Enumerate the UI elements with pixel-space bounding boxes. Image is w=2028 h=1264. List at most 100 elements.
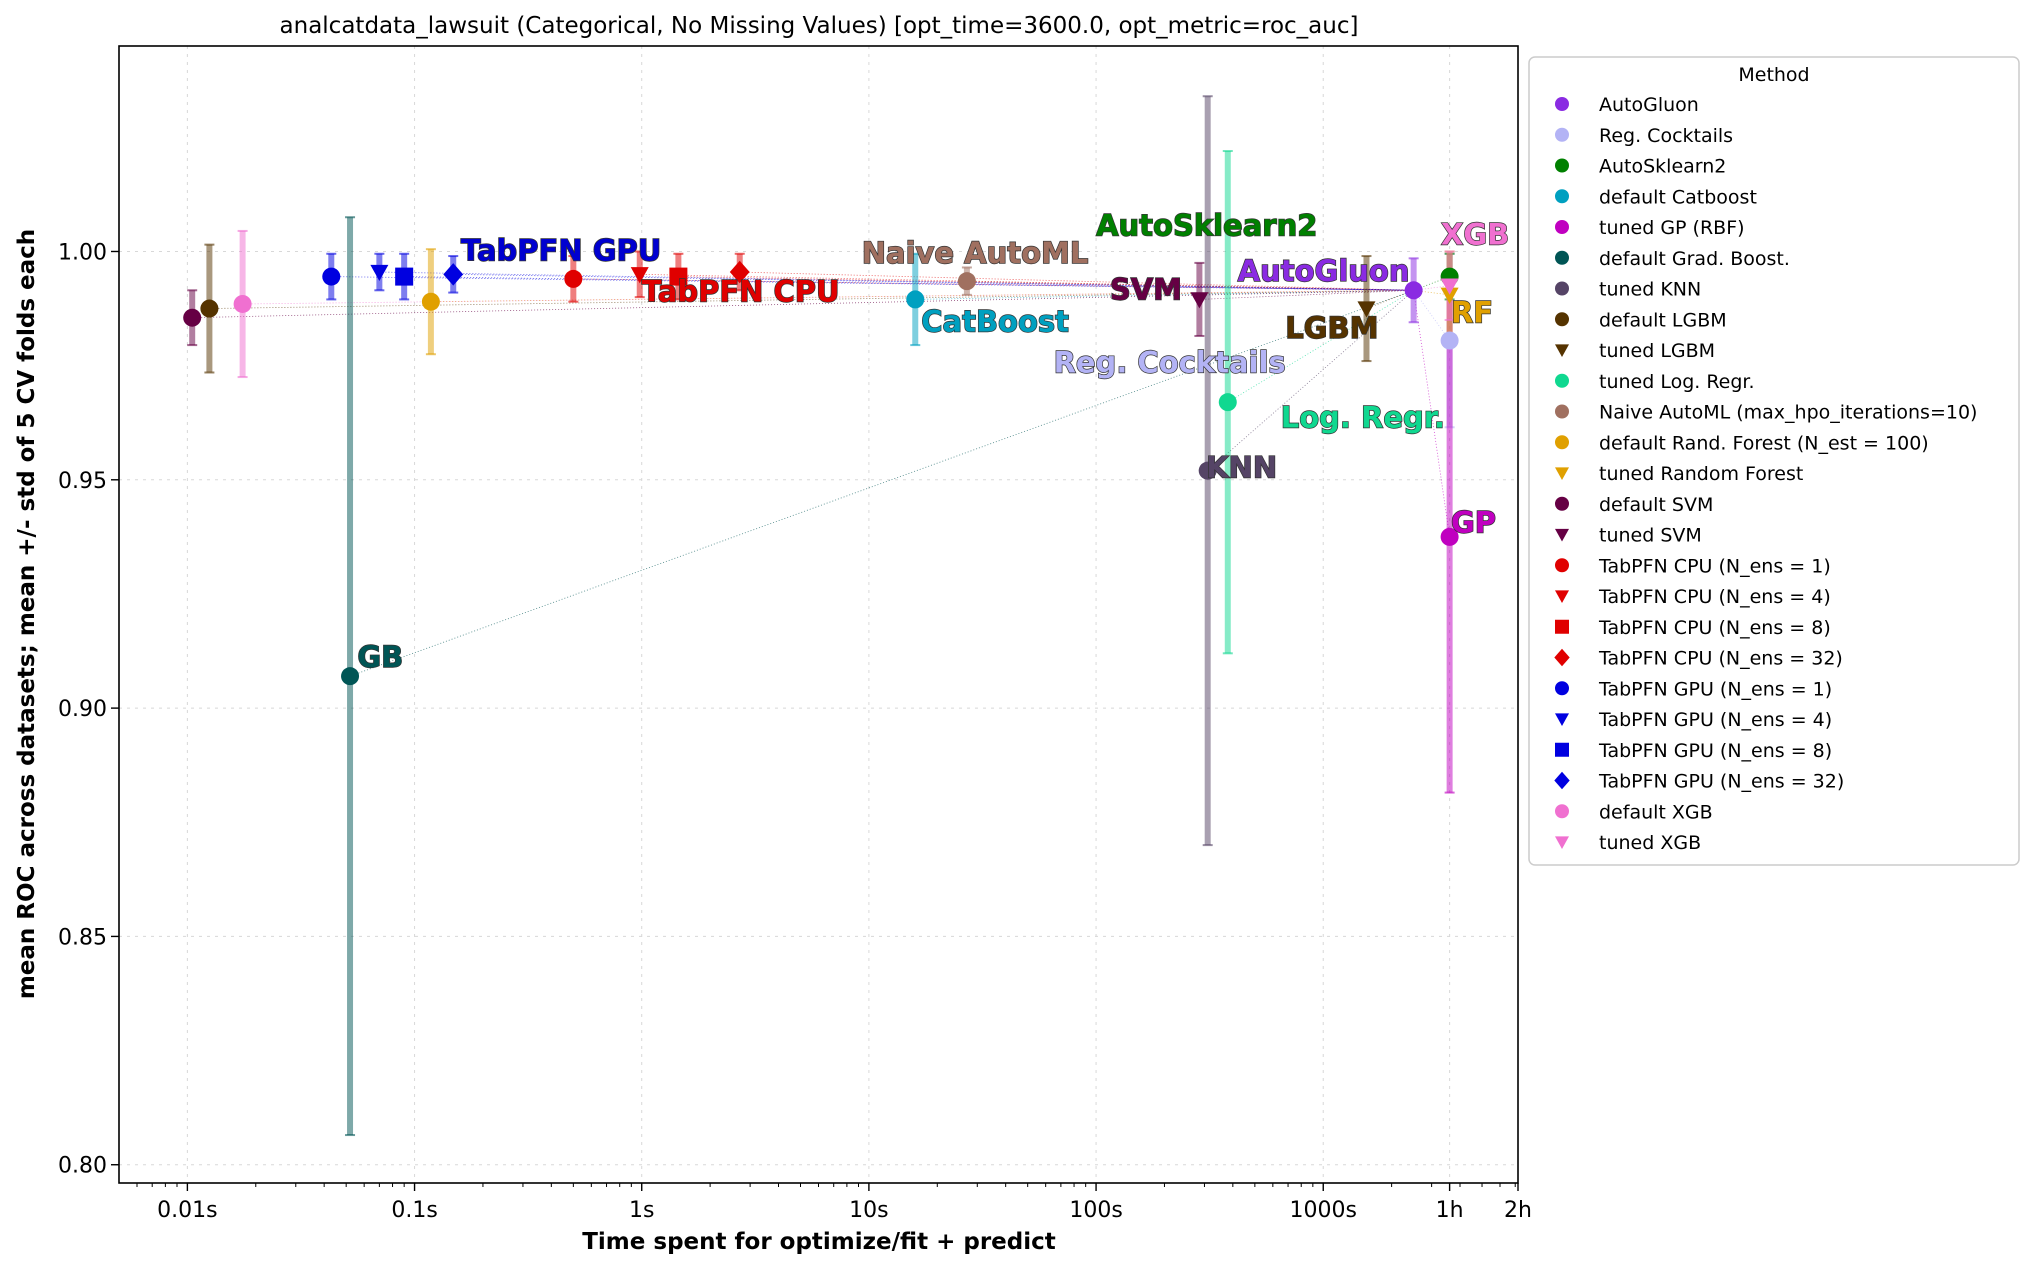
series-connector xyxy=(1207,289,1414,471)
method-annotation: XGB xyxy=(1441,218,1509,252)
data-point xyxy=(1440,278,1459,295)
legend-label: tuned LGBM xyxy=(1599,340,1715,362)
method-annotation: AutoSklearn2 xyxy=(1096,209,1317,243)
legend-marker xyxy=(1555,97,1569,111)
method-annotation: AutoGluon xyxy=(1238,254,1410,288)
x-tick-label: 1h xyxy=(1436,1198,1464,1223)
legend-marker xyxy=(1555,742,1569,757)
x-tick-label: 1s xyxy=(629,1198,654,1223)
x-tick-label: 2h xyxy=(1504,1198,1532,1223)
legend-marker xyxy=(1555,435,1569,450)
data-point xyxy=(443,263,464,286)
legend: Method AutoGluon Reg. Cocktails AutoSklear… xyxy=(1528,56,2020,866)
data-point xyxy=(341,667,360,686)
method-annotation: GP xyxy=(1451,505,1496,539)
y-axis-label: mean ROC across datasets; mean +/- std o… xyxy=(14,229,40,999)
series-connector xyxy=(331,276,1414,291)
y-tick-label: 1.00 xyxy=(58,240,107,265)
legend-marker xyxy=(1555,558,1569,573)
legend-label: Naive AutoML (max_hpo_iterations=10) xyxy=(1599,402,1977,424)
data-point xyxy=(1198,461,1217,480)
legend-label: TabPFN CPU (N_ens = 1) xyxy=(1598,555,1831,577)
legend-marker xyxy=(1555,836,1569,849)
legend-label: tuned XGB xyxy=(1599,832,1701,854)
data-point xyxy=(906,290,925,309)
series-connector xyxy=(349,289,1414,677)
legend-box xyxy=(1528,56,2020,866)
data-point xyxy=(1404,281,1423,300)
y-tick-label: 0.95 xyxy=(58,469,107,494)
legend-label: default Catboost xyxy=(1599,186,1757,208)
legend-marker xyxy=(1555,619,1569,634)
data-point xyxy=(421,292,440,311)
method-annotation: LGBM xyxy=(1285,311,1378,345)
legend-marker xyxy=(1555,496,1569,511)
legend-marker xyxy=(1555,713,1569,726)
legend-marker xyxy=(1555,344,1569,357)
series-connector xyxy=(573,278,1414,291)
legend-marker xyxy=(1555,467,1569,480)
data-point xyxy=(1190,292,1209,309)
legend-label: TabPFN CPU (N_ens = 4) xyxy=(1598,586,1831,608)
legend-label: tuned Log. Regr. xyxy=(1599,371,1755,393)
method-annotation: TabPFN GPU xyxy=(461,234,661,268)
legend-label: tuned Random Forest xyxy=(1599,463,1803,485)
y-tick-label: 0.85 xyxy=(58,925,107,950)
legend-label: default XGB xyxy=(1599,801,1713,823)
data-point xyxy=(630,267,649,284)
legend-label: TabPFN GPU (N_ens = 1) xyxy=(1598,678,1832,700)
method-annotation: Log. Regr. xyxy=(1281,400,1445,434)
y-axis-ticks: 0.80 0.85 0.90 0.95 1.00 xyxy=(58,240,119,1179)
series-connector xyxy=(739,271,1414,291)
legend-marker xyxy=(1555,373,1569,388)
method-annotation: SVM xyxy=(1110,272,1182,306)
data-point xyxy=(1440,331,1459,350)
chart-title: analcatdata_lawsuit (Categorical, No Mis… xyxy=(280,13,1359,39)
data-point xyxy=(1357,301,1376,318)
legend-marker xyxy=(1555,404,1569,419)
legend-marker xyxy=(1554,771,1570,790)
x-tick-label: 100s xyxy=(1069,1198,1122,1223)
x-tick-label: 0.1s xyxy=(391,1198,437,1223)
x-tick-label: 1000s xyxy=(1290,1198,1357,1223)
data-point xyxy=(729,260,750,284)
method-annotation: RF xyxy=(1451,295,1493,329)
series-connector xyxy=(1413,290,1451,537)
x-tick-label: 0.01s xyxy=(157,1198,217,1223)
data-point xyxy=(1440,287,1459,304)
data-point xyxy=(233,294,252,313)
data-point xyxy=(669,267,688,286)
y-tick-label: 0.90 xyxy=(58,697,107,722)
data-point xyxy=(200,299,219,318)
legend-marker xyxy=(1555,158,1569,173)
legend-marker xyxy=(1555,281,1569,296)
legend-marker xyxy=(1555,681,1569,696)
legend-label: default SVM xyxy=(1599,494,1713,516)
legend-marker xyxy=(1555,528,1569,542)
series-connector xyxy=(1227,289,1414,403)
data-point xyxy=(322,267,341,286)
data-point xyxy=(1440,527,1459,546)
data-point xyxy=(957,272,976,291)
method-annotations: TabPFN GPU TabPFN CPU Naive AutoML CatBoost… xyxy=(357,208,1510,675)
data-point xyxy=(370,264,389,282)
legend-label: TabPFN GPU (N_ens = 4) xyxy=(1598,709,1832,731)
series-connector xyxy=(430,289,1414,303)
legend-label: TabPFN GPU (N_ens = 8) xyxy=(1598,740,1832,762)
legend-marker xyxy=(1555,804,1569,819)
legend-label: TabPFN CPU (N_ens = 8) xyxy=(1598,617,1831,639)
x-axis-label: Time spent for optimize/fit + predict xyxy=(582,1229,1056,1255)
method-annotation: Reg. Cocktails xyxy=(1054,345,1286,379)
legend-label: default Rand. Forest (N_est = 100) xyxy=(1599,432,1929,454)
legend-label: tuned SVM xyxy=(1599,525,1702,547)
legend-marker xyxy=(1555,250,1569,265)
legend-marker xyxy=(1555,127,1569,142)
legend-label: TabPFN CPU (N_ens = 32) xyxy=(1598,648,1843,670)
legend-label: default LGBM xyxy=(1599,309,1727,331)
series-connector xyxy=(915,289,1414,300)
legend-marker xyxy=(1555,590,1569,603)
legend-label: Reg. Cocktails xyxy=(1599,125,1733,147)
legend-title: Method xyxy=(1738,64,1809,86)
method-annotation: CatBoost xyxy=(921,304,1069,338)
